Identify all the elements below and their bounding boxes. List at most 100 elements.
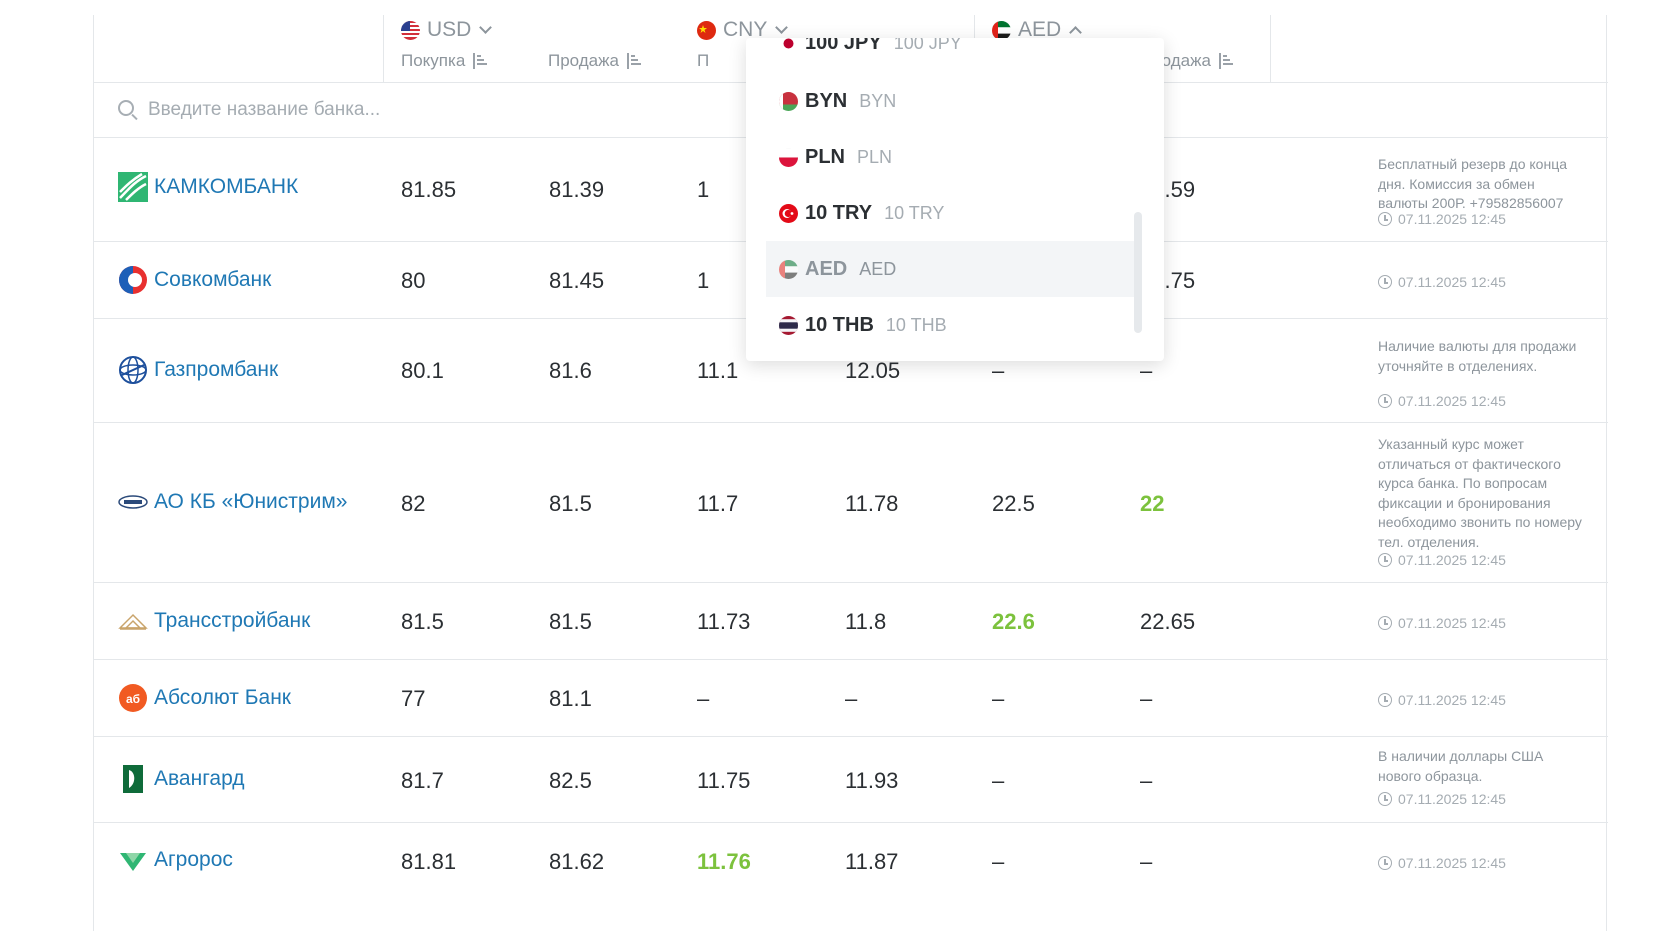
kamkombank-logo-icon (118, 172, 148, 202)
aed-buy-rate: – (992, 358, 1005, 383)
sort-usd-buy[interactable]: Покупка (401, 51, 488, 71)
clock-icon (1378, 394, 1392, 408)
bank-link[interactable]: Агророс (118, 845, 233, 875)
bank-name: Агророс (154, 848, 233, 871)
usd-sell-rate: 81.62 (549, 849, 605, 874)
dropdown-scrollbar[interactable] (1134, 212, 1142, 333)
sort-cny-buy[interactable]: П (697, 51, 709, 71)
clock-icon (1378, 792, 1392, 806)
currency-code: CNY (723, 18, 768, 41)
aed-sell-rate: – (1140, 849, 1153, 874)
currency-select-usd[interactable]: USD (401, 17, 493, 43)
jp-flag-icon (779, 38, 798, 53)
usd-buy-rate: 81.7 (401, 768, 444, 793)
clock-icon (1378, 856, 1392, 870)
chevron-up-icon (1069, 25, 1083, 39)
dropdown-item-try[interactable]: 10 TRY 10 TRY (766, 185, 1134, 241)
currency-code: 100 JPY (805, 38, 882, 54)
dropdown-item-thb[interactable]: 10 THB 10 THB (766, 297, 1134, 353)
cny-buy-rate: 11.75 (697, 768, 751, 793)
update-time: 07.11.2025 12:45 (1378, 552, 1506, 568)
bank-link[interactable]: КАМКОМБАНК (118, 172, 298, 202)
dropdown-item-byn[interactable]: BYN BYN (766, 73, 1134, 129)
avangard-logo-icon (118, 764, 148, 794)
gazprombank-logo-icon (118, 355, 148, 385)
update-time: 07.11.2025 12:45 (1378, 274, 1506, 290)
aed-buy-rate: 22.5 (992, 491, 1035, 516)
table-row: АО КБ «Юнистрим» 82 81.5 11.7 11.78 22.5… (94, 423, 1608, 583)
bank-note: Бесплатный резерв до конца дня. Комиссия… (1378, 156, 1567, 211)
column-divider (1270, 15, 1271, 83)
clock-icon (1378, 275, 1392, 289)
usd-buy-rate: 80 (401, 268, 426, 293)
usd-sell-rate: 81.39 (549, 177, 605, 202)
currency-code: AED (805, 257, 848, 280)
search-input[interactable] (148, 95, 668, 125)
update-time: 07.11.2025 12:45 (1378, 211, 1506, 227)
by-flag-icon (779, 91, 798, 111)
aed-sell-rate: – (1140, 358, 1153, 383)
bank-name: Газпромбанк (154, 358, 279, 381)
currency-sub: PLN (857, 146, 893, 167)
update-time: 07.11.2025 12:45 (1378, 692, 1506, 708)
sort-icon (1218, 53, 1234, 69)
svg-text:аб: аб (126, 692, 140, 706)
usd-sell-rate: 81.1 (549, 686, 592, 711)
bank-name: Абсолют Банк (154, 686, 291, 709)
currency-select-cny[interactable]: CNY (697, 17, 789, 43)
sort-usd-sell[interactable]: Продажа (548, 51, 642, 71)
bank-name: Авангард (154, 767, 245, 790)
update-time: 07.11.2025 12:45 (1378, 855, 1506, 871)
aed-sell-rate: 22.65 (1140, 609, 1196, 634)
currency-sub: BYN (859, 90, 897, 111)
usd-sell-rate: 81.5 (549, 491, 592, 516)
clock-icon (1378, 212, 1392, 226)
aed-buy-rate: – (992, 768, 1005, 793)
table-row: Газпромбанк 80.1 81.6 11.1 12.05 – – Нал… (94, 319, 1608, 423)
currency-dropdown[interactable]: 100 JPY 100 JPY BYN BYN PLN PLN 10 TRY 1… (746, 38, 1164, 361)
usd-sell-rate: 81.6 (549, 358, 592, 383)
aed-sell-rate: – (1140, 768, 1153, 793)
dropdown-item-jpy[interactable]: 100 JPY 100 JPY (766, 38, 1134, 71)
tr-flag-icon (779, 203, 798, 223)
cny-sell-rate: – (845, 686, 858, 711)
column-label: П (697, 51, 710, 70)
aed-sell-rate: – (1140, 686, 1153, 711)
cny-buy-rate: 1 (697, 177, 710, 202)
bank-link[interactable]: Газпромбанк (118, 355, 278, 385)
bank-link[interactable]: аб Абсолют Банк (118, 683, 291, 713)
aed-sell-rate-best: 22 (1140, 491, 1165, 516)
cny-buy-rate: 11.7 (697, 491, 739, 516)
usd-buy-rate: 80.1 (401, 358, 444, 383)
bank-name: КАМКОМБАНК (154, 175, 299, 198)
cny-buy-rate: 1 (697, 268, 710, 293)
us-flag-icon (401, 20, 420, 40)
table-row: Авангард 81.7 82.5 11.75 11.93 – – В нал… (94, 737, 1608, 823)
usd-buy-rate: 81.81 (401, 849, 457, 874)
currency-sub: 10 THB (885, 314, 947, 335)
absolut-bank-logo-icon: аб (118, 683, 148, 713)
unistream-logo-icon (118, 487, 148, 517)
bank-note: Указанный курс может отличаться от факти… (1378, 436, 1582, 550)
ae-flag-icon (779, 259, 798, 279)
bank-note: В наличии доллары США нового образца. (1378, 748, 1544, 784)
sort-icon (626, 53, 642, 69)
clock-icon (1378, 553, 1392, 567)
aed-buy-rate: – (992, 686, 1005, 711)
bank-link[interactable]: АО КБ «Юнистрим» (118, 487, 347, 517)
sovcombank-logo-icon (118, 265, 148, 295)
bank-link[interactable]: Авангард (118, 764, 245, 794)
bank-name: АО КБ «Юнистрим» (154, 490, 348, 513)
bank-link[interactable]: Совкомбанк (118, 265, 271, 295)
update-time: 07.11.2025 12:45 (1378, 393, 1506, 409)
currency-select-aed[interactable]: AED (992, 17, 1083, 43)
chevron-down-icon (479, 20, 493, 34)
aed-buy-rate-best: 22.6 (992, 609, 1035, 634)
table-row: аб Абсолют Банк 77 81.1 – – – – 07.11.20… (94, 660, 1608, 737)
clock-icon (1378, 693, 1392, 707)
aed-buy-rate: – (992, 849, 1005, 874)
column-label: Продажа (548, 51, 619, 70)
dropdown-item-pln[interactable]: PLN PLN (766, 129, 1134, 185)
bank-link[interactable]: Трансстройбанк (118, 606, 310, 636)
dropdown-item-aed[interactable]: AED AED (766, 241, 1134, 297)
